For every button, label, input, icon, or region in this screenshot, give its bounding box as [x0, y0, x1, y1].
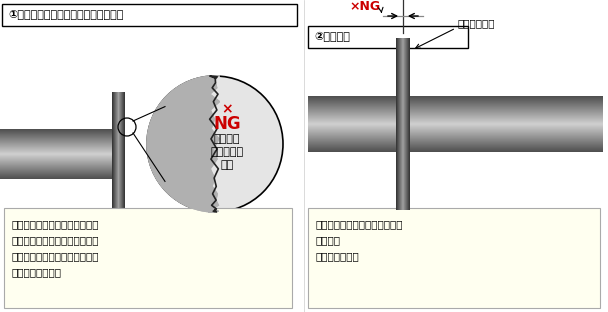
- Text: ②幾何公差: ②幾何公差: [314, 32, 350, 42]
- Text: 接合面の平行度が悪いと漏れが: 接合面の平行度が悪いと漏れが: [316, 219, 404, 229]
- Text: ×NG: ×NG: [350, 0, 381, 12]
- Text: 平行度が必要: 平行度が必要: [458, 18, 496, 28]
- Text: よっては、接合面に機械加工を: よっては、接合面に機械加工を: [12, 251, 100, 261]
- Circle shape: [147, 76, 283, 212]
- Polygon shape: [147, 76, 219, 212]
- FancyBboxPatch shape: [308, 208, 600, 308]
- Text: 発生する: 発生する: [316, 235, 341, 245]
- Text: この面に: この面に: [214, 134, 240, 144]
- Text: ×: ×: [221, 102, 233, 116]
- Text: リスクがある。: リスクがある。: [316, 251, 360, 261]
- Text: 機械加工が: 機械加工が: [210, 147, 244, 157]
- Text: 表面仕上げが粗すぎると漏れが: 表面仕上げが粗すぎると漏れが: [12, 219, 100, 229]
- Text: NG: NG: [213, 115, 241, 133]
- Text: 施す必要がある。: 施す必要がある。: [12, 267, 62, 277]
- Text: ①ガスケットと接する面の仕上げ粗さ: ①ガスケットと接する面の仕上げ粗さ: [8, 10, 123, 20]
- Polygon shape: [147, 76, 219, 212]
- FancyBboxPatch shape: [4, 208, 292, 308]
- Text: 必要: 必要: [220, 160, 233, 170]
- FancyBboxPatch shape: [2, 4, 297, 26]
- Text: 発生するリスクがある。場合に: 発生するリスクがある。場合に: [12, 235, 100, 245]
- FancyBboxPatch shape: [308, 26, 468, 48]
